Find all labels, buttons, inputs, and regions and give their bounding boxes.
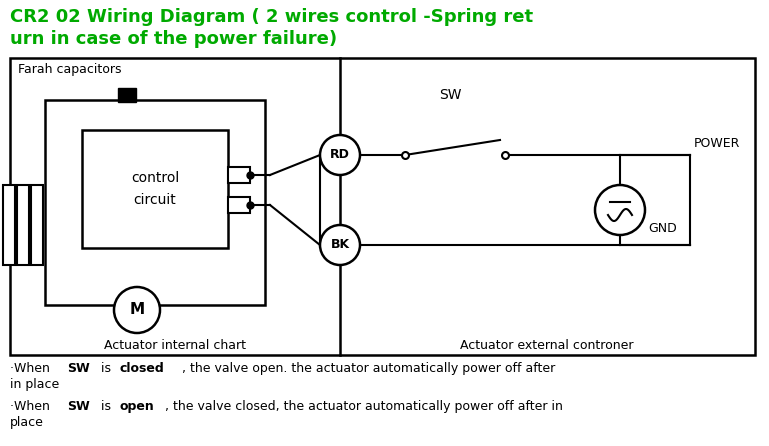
Text: ·When: ·When (10, 362, 54, 375)
Bar (228, 167, 250, 183)
Text: GND: GND (648, 222, 677, 235)
Circle shape (320, 225, 360, 265)
Text: in place: in place (10, 378, 59, 391)
Text: Actuator external controner: Actuator external controner (461, 339, 634, 352)
Text: control: control (131, 171, 179, 185)
Text: SW: SW (67, 362, 90, 375)
Text: Actuator internal chart: Actuator internal chart (104, 339, 246, 352)
Text: BK: BK (331, 239, 350, 252)
Bar (3, 185, 15, 265)
Text: ·When: ·When (10, 400, 54, 413)
Bar (17, 185, 29, 265)
Text: is: is (97, 400, 115, 413)
Circle shape (320, 135, 360, 175)
Circle shape (595, 185, 645, 235)
Bar (31, 185, 43, 265)
Text: , the valve open. the actuator automatically power off after: , the valve open. the actuator automatic… (178, 362, 555, 375)
Text: SW: SW (439, 88, 461, 102)
Text: is: is (97, 362, 115, 375)
Text: , the valve closed, the actuator automatically power off after in: , the valve closed, the actuator automat… (165, 400, 563, 413)
Text: open: open (120, 400, 155, 413)
Bar (82, 130, 228, 248)
Circle shape (114, 287, 160, 333)
Bar (228, 197, 250, 213)
Text: RD: RD (330, 149, 350, 161)
Text: SW: SW (67, 400, 90, 413)
Text: circuit: circuit (134, 193, 176, 207)
Text: POWER: POWER (694, 137, 741, 150)
Text: CR2 02 Wiring Diagram ( 2 wires control -Spring ret: CR2 02 Wiring Diagram ( 2 wires control … (10, 8, 533, 26)
Bar (118, 88, 136, 102)
Text: closed: closed (120, 362, 165, 375)
Text: M: M (129, 302, 145, 318)
Bar (10, 58, 755, 355)
Bar (45, 100, 265, 305)
Text: Farah capacitors: Farah capacitors (18, 63, 122, 76)
Text: urn in case of the power failure): urn in case of the power failure) (10, 30, 337, 48)
Text: place: place (10, 416, 44, 429)
